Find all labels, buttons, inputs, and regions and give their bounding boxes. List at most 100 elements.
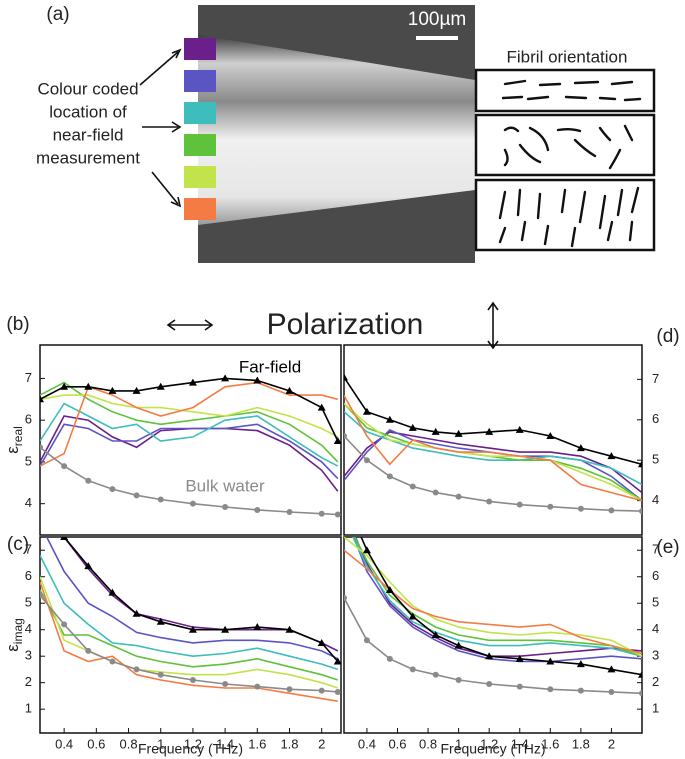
swatch xyxy=(184,166,216,188)
x-tick-label: 0.6 xyxy=(388,736,406,751)
marker xyxy=(60,382,69,390)
marker xyxy=(84,562,93,570)
series-line xyxy=(40,576,339,689)
y-axis-subscript: real xyxy=(11,426,25,446)
y-tick-label: 4 xyxy=(652,621,659,636)
marker xyxy=(409,666,416,673)
x-tick-label: 1.2 xyxy=(184,736,202,751)
marker xyxy=(157,671,164,678)
marker xyxy=(109,658,116,665)
marker xyxy=(546,431,555,439)
series-line xyxy=(344,376,642,466)
marker xyxy=(432,671,439,678)
fibril-title: Fibril orientation xyxy=(507,47,628,66)
marker xyxy=(547,686,554,693)
series-line xyxy=(40,377,339,442)
marker xyxy=(253,623,262,631)
marker xyxy=(455,493,462,500)
series-group xyxy=(344,537,642,697)
swatch xyxy=(184,198,216,220)
x-tick-label: 1.8 xyxy=(572,736,590,751)
marker xyxy=(61,463,68,470)
x-tick-label: 1.2 xyxy=(480,736,498,751)
series-line xyxy=(344,597,642,695)
series-line xyxy=(63,537,339,663)
marker xyxy=(363,457,370,464)
x-tick-label: 2 xyxy=(608,736,615,751)
x-tick-label: 0.4 xyxy=(358,736,376,751)
marker xyxy=(60,537,69,540)
marker xyxy=(385,585,394,593)
x-tick-label: 2 xyxy=(318,736,325,751)
marker xyxy=(454,429,463,437)
series-line xyxy=(40,594,338,693)
marker xyxy=(132,386,141,394)
marker xyxy=(85,647,92,654)
plot-frame xyxy=(343,344,643,536)
marker xyxy=(454,641,463,649)
series-line xyxy=(40,589,339,681)
marker xyxy=(317,403,326,411)
y-tick-label: 6 xyxy=(652,411,659,426)
marker xyxy=(344,432,347,439)
series-group xyxy=(40,374,341,518)
series-line xyxy=(40,446,338,516)
x-axis-label: Frequency (THz) xyxy=(440,741,545,757)
y-tick-label: 7 xyxy=(652,371,659,386)
series-line xyxy=(40,381,339,467)
marker xyxy=(189,677,196,684)
marker xyxy=(286,686,293,693)
marker xyxy=(362,546,371,554)
series-line xyxy=(344,549,642,655)
swatch xyxy=(184,70,216,92)
marker xyxy=(285,386,294,394)
marker xyxy=(386,473,393,480)
x-tick-label: 1.6 xyxy=(541,736,559,751)
x-tick-label: 0.6 xyxy=(87,736,105,751)
y-tick-label: 1 xyxy=(652,701,659,716)
marker xyxy=(408,612,417,620)
y-tick-label: 5 xyxy=(652,452,659,467)
marker xyxy=(317,638,326,646)
series-line xyxy=(354,537,642,657)
y-tick-label: 4 xyxy=(25,495,32,510)
scale-bar-label: 100µm xyxy=(408,9,466,30)
marker xyxy=(84,382,93,390)
marker xyxy=(608,507,615,514)
panel: (c) 1 2 3 4 5 6 7 0.4 0.6 0.8 1 1.2 1.4 1.6 1.8 2 Frequen… xyxy=(3,534,342,757)
y-tick-label: 7 xyxy=(25,542,32,557)
series-line xyxy=(344,403,642,502)
series-line xyxy=(352,537,642,657)
caption-line: Colour coded xyxy=(37,79,138,98)
marker xyxy=(221,625,230,633)
marker xyxy=(608,688,615,695)
series-line xyxy=(344,428,642,502)
marker xyxy=(133,492,140,499)
marker xyxy=(409,483,416,490)
marker xyxy=(132,609,141,617)
marker xyxy=(408,423,417,431)
marker xyxy=(386,655,393,662)
series-line xyxy=(344,435,642,512)
panel-label: (d) xyxy=(656,326,679,347)
y-tick-label: 6 xyxy=(25,412,32,427)
y-tick-label: 2 xyxy=(25,674,32,689)
marker xyxy=(286,509,293,516)
marker xyxy=(363,637,370,644)
marker xyxy=(516,683,523,690)
x-tick-label: 1 xyxy=(455,736,462,751)
swatch xyxy=(184,134,216,156)
marker xyxy=(432,489,439,496)
marker xyxy=(485,427,494,435)
marker xyxy=(61,621,68,628)
marker xyxy=(344,373,348,381)
marker xyxy=(455,677,462,684)
series-line xyxy=(40,555,339,671)
series-line xyxy=(360,537,642,676)
y-tick-label: 6 xyxy=(652,568,659,583)
marker xyxy=(85,477,92,484)
marker xyxy=(385,415,394,423)
y-tick-label: 7 xyxy=(25,370,32,385)
x-tick-label: 1.4 xyxy=(216,736,234,751)
